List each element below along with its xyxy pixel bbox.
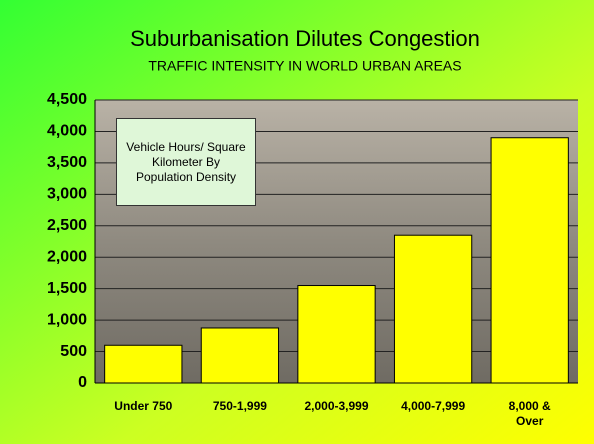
y-tick-label: 1,000 bbox=[47, 311, 87, 328]
bar bbox=[105, 345, 182, 383]
y-tick-label: 0 bbox=[78, 374, 87, 391]
y-tick-label: 3,000 bbox=[47, 186, 87, 203]
chart-title: Suburbanisation Dilutes Congestion bbox=[130, 26, 480, 51]
annotation: Vehicle Hours/ Square Kilometer By Popul… bbox=[116, 118, 256, 206]
y-tick-label: 500 bbox=[60, 343, 87, 360]
y-tick-label: 4,500 bbox=[47, 91, 87, 108]
x-tick-label: 2,000-3,999 bbox=[304, 399, 368, 413]
chart-subtitle: TRAFFIC INTENSITY IN WORLD URBAN AREAS bbox=[148, 58, 461, 74]
bar bbox=[394, 235, 471, 383]
bar bbox=[491, 138, 568, 383]
x-tick-label: Under 750 bbox=[114, 399, 172, 413]
x-tick-label: 4,000-7,999 bbox=[401, 399, 465, 413]
chart: Suburbanisation Dilutes Congestion TRAFF… bbox=[0, 0, 594, 444]
y-tick-label: 1,500 bbox=[47, 280, 87, 297]
y-tick-label: 2,000 bbox=[47, 248, 87, 265]
bar bbox=[298, 286, 375, 383]
slide: Suburbanisation Dilutes Congestion TRAFF… bbox=[0, 0, 594, 444]
x-tick-label: 750-1,999 bbox=[213, 399, 267, 413]
y-tick-label: 3,500 bbox=[47, 154, 87, 171]
y-tick-label: 4,000 bbox=[47, 123, 87, 140]
bar bbox=[201, 328, 278, 383]
y-tick-label: 2,500 bbox=[47, 217, 87, 234]
